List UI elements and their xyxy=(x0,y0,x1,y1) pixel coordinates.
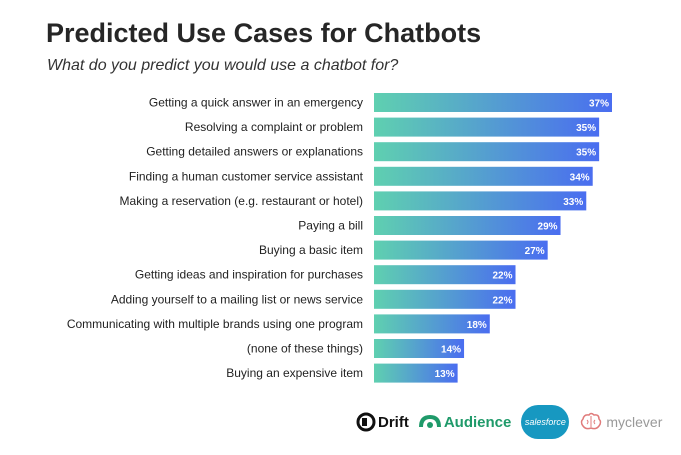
audience-icon xyxy=(418,414,441,428)
bar xyxy=(374,265,516,285)
category-label: Finding a human customer service assista… xyxy=(129,169,364,183)
bar xyxy=(374,142,600,162)
bar xyxy=(374,289,516,309)
bar-value-label: 22% xyxy=(492,295,512,306)
bar xyxy=(374,216,561,235)
myclever-logo: myclever xyxy=(579,412,662,432)
category-label: Adding yourself to a mailing list or new… xyxy=(111,292,363,306)
bar-value-label: 13% xyxy=(435,369,455,380)
audience-logo: Audience xyxy=(418,413,512,431)
bar-value-label: 34% xyxy=(570,172,590,183)
salesforce-logo: salesforce xyxy=(521,405,570,439)
bar-value-label: 18% xyxy=(467,320,487,331)
category-label: Resolving a complaint or problem xyxy=(185,120,363,134)
salesforce-cloud-icon: salesforce xyxy=(521,405,570,439)
category-label: Getting detailed answers or explanations xyxy=(146,145,363,159)
category-label: Paying a bill xyxy=(298,219,363,233)
bar xyxy=(374,314,490,334)
bar-value-label: 35% xyxy=(576,148,596,159)
category-label: Buying a basic item xyxy=(259,243,363,257)
bar xyxy=(374,339,465,358)
category-label: Making a reservation (e.g. restaurant or… xyxy=(120,194,363,208)
bar xyxy=(374,93,612,112)
bar xyxy=(374,117,600,137)
category-label: (none of these things) xyxy=(247,342,363,356)
category-label: Getting ideas and inspiration for purcha… xyxy=(135,268,363,282)
chart-subtitle: What do you predict you would use a chat… xyxy=(47,57,399,74)
myclever-brain-icon xyxy=(581,412,602,430)
bar-value-label: 22% xyxy=(492,271,512,282)
bars-group: Getting a quick answer in an emergency 37… xyxy=(67,93,612,383)
bar xyxy=(374,166,593,186)
bar-value-label: 14% xyxy=(441,345,461,356)
drift-icon xyxy=(356,412,376,432)
category-label: Getting a quick answer in an emergency xyxy=(149,96,363,110)
bar xyxy=(374,363,458,383)
bar xyxy=(374,240,548,260)
logo-strip: Drift Audience salesforce myclever xyxy=(356,404,672,440)
audience-logo-text: Audience xyxy=(443,413,512,431)
bar-value-label: 37% xyxy=(589,99,609,110)
drift-logo: Drift xyxy=(356,412,409,432)
bar-value-label: 29% xyxy=(538,222,558,233)
bar-value-label: 33% xyxy=(563,197,583,208)
salesforce-logo-text: salesforce xyxy=(524,417,566,427)
category-label: Communicating with multiple brands using… xyxy=(67,317,363,331)
bar xyxy=(374,191,587,211)
bar-value-label: 35% xyxy=(576,123,596,134)
category-label: Buying an expensive item xyxy=(226,366,363,380)
chart-title: Predicted Use Cases for Chatbots xyxy=(46,18,482,48)
bar-value-label: 27% xyxy=(525,246,545,257)
myclever-logo-text: myclever xyxy=(606,414,663,430)
drift-logo-text: Drift xyxy=(378,413,409,431)
